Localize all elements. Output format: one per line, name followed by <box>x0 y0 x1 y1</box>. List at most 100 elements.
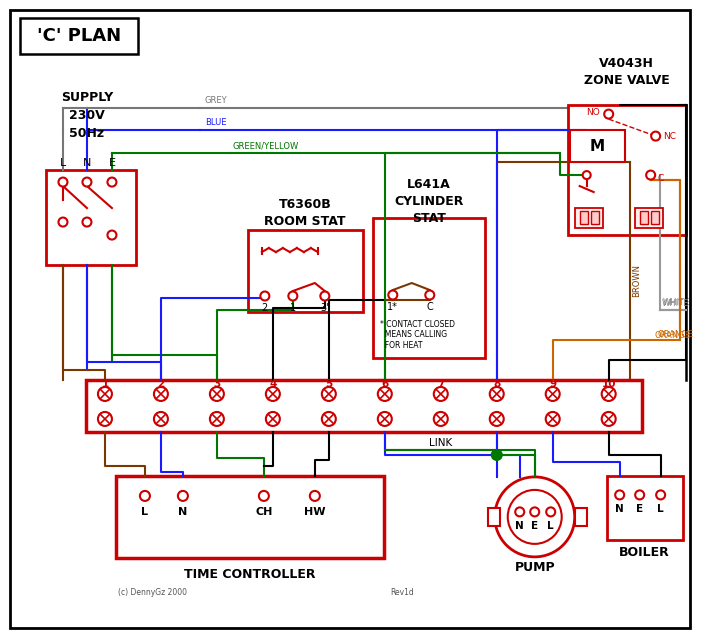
Circle shape <box>545 387 559 401</box>
Bar <box>635 208 663 228</box>
Text: L: L <box>141 507 148 517</box>
Text: GREY: GREY <box>205 96 227 105</box>
Bar <box>575 508 587 526</box>
Circle shape <box>388 290 397 299</box>
Text: ORANGE: ORANGE <box>655 331 691 340</box>
Bar <box>373 218 485 358</box>
Text: 1: 1 <box>290 303 296 313</box>
Circle shape <box>434 412 448 426</box>
Circle shape <box>490 387 504 401</box>
Circle shape <box>107 231 117 240</box>
Text: WHITE: WHITE <box>663 298 690 307</box>
Text: N: N <box>515 521 524 531</box>
Bar <box>248 230 363 312</box>
Circle shape <box>154 412 168 426</box>
Circle shape <box>266 387 280 401</box>
Text: 1: 1 <box>101 379 109 389</box>
Text: NO: NO <box>586 108 600 117</box>
Circle shape <box>530 508 539 517</box>
Bar <box>20 18 138 54</box>
Text: Rev1d: Rev1d <box>390 588 413 597</box>
Bar <box>570 130 625 162</box>
Text: 3: 3 <box>213 379 220 389</box>
Circle shape <box>378 412 392 426</box>
Text: L: L <box>657 504 664 514</box>
Circle shape <box>289 292 298 301</box>
Circle shape <box>320 292 329 301</box>
Bar <box>116 476 384 558</box>
Circle shape <box>259 491 269 501</box>
Text: GREEN/YELLOW: GREEN/YELLOW <box>233 141 299 150</box>
Circle shape <box>583 171 590 179</box>
Text: L: L <box>60 158 66 168</box>
Text: E: E <box>531 521 538 531</box>
Circle shape <box>154 387 168 401</box>
Text: CH: CH <box>255 507 272 517</box>
Circle shape <box>490 412 504 426</box>
Bar <box>640 211 648 224</box>
Circle shape <box>322 412 336 426</box>
Text: 6: 6 <box>381 379 388 389</box>
Text: N: N <box>178 507 187 517</box>
Circle shape <box>615 490 624 499</box>
Text: E: E <box>636 504 643 514</box>
Circle shape <box>515 508 524 517</box>
Text: C: C <box>426 302 433 312</box>
Circle shape <box>58 178 67 187</box>
Text: V4043H
ZONE VALVE: V4043H ZONE VALVE <box>584 57 670 87</box>
Text: L641A
CYLINDER
STAT: L641A CYLINDER STAT <box>394 178 463 224</box>
Bar <box>580 211 588 224</box>
Text: N: N <box>615 504 624 514</box>
Text: 10: 10 <box>602 379 616 389</box>
Circle shape <box>107 178 117 187</box>
Circle shape <box>82 178 91 187</box>
Text: (c) DennyGz 2000: (c) DennyGz 2000 <box>118 588 187 597</box>
Circle shape <box>635 490 644 499</box>
Text: WHITE: WHITE <box>662 299 689 308</box>
Bar <box>607 476 682 540</box>
Text: TIME CONTROLLER: TIME CONTROLLER <box>184 569 316 581</box>
Circle shape <box>178 491 188 501</box>
Text: NC: NC <box>663 131 675 140</box>
Circle shape <box>425 290 435 299</box>
Bar <box>590 211 599 224</box>
Text: ORANGE: ORANGE <box>658 330 694 339</box>
Text: BROWN: BROWN <box>632 263 641 297</box>
Bar <box>488 508 500 526</box>
Circle shape <box>260 292 270 301</box>
Text: * CONTACT CLOSED
  MEANS CALLING
  FOR HEAT: * CONTACT CLOSED MEANS CALLING FOR HEAT <box>380 320 455 350</box>
Text: BOILER: BOILER <box>619 546 670 560</box>
Text: E: E <box>108 158 115 168</box>
Circle shape <box>266 412 280 426</box>
Circle shape <box>546 508 555 517</box>
Text: 1*: 1* <box>388 302 398 312</box>
Circle shape <box>651 131 660 140</box>
Circle shape <box>495 477 575 557</box>
Circle shape <box>98 387 112 401</box>
Text: PUMP: PUMP <box>515 562 555 574</box>
Circle shape <box>210 387 224 401</box>
Circle shape <box>140 491 150 501</box>
Text: 7: 7 <box>437 379 444 389</box>
Text: 2: 2 <box>157 379 164 389</box>
Text: BLUE: BLUE <box>205 118 226 127</box>
Text: HW: HW <box>304 507 326 517</box>
Circle shape <box>378 387 392 401</box>
Circle shape <box>58 217 67 226</box>
Text: 2: 2 <box>262 303 268 313</box>
Text: 5: 5 <box>325 379 333 389</box>
Bar <box>575 208 603 228</box>
Text: SUPPLY
230V
50Hz: SUPPLY 230V 50Hz <box>61 90 113 140</box>
Circle shape <box>210 412 224 426</box>
Text: M: M <box>589 138 604 154</box>
Circle shape <box>434 387 448 401</box>
Bar <box>651 211 658 224</box>
Text: C: C <box>658 174 664 183</box>
Bar <box>568 105 686 235</box>
Circle shape <box>508 490 562 544</box>
Text: 'C' PLAN: 'C' PLAN <box>37 27 121 45</box>
Circle shape <box>604 110 613 119</box>
Circle shape <box>646 171 655 179</box>
Text: T6360B
ROOM STAT: T6360B ROOM STAT <box>264 198 345 228</box>
Circle shape <box>602 412 616 426</box>
